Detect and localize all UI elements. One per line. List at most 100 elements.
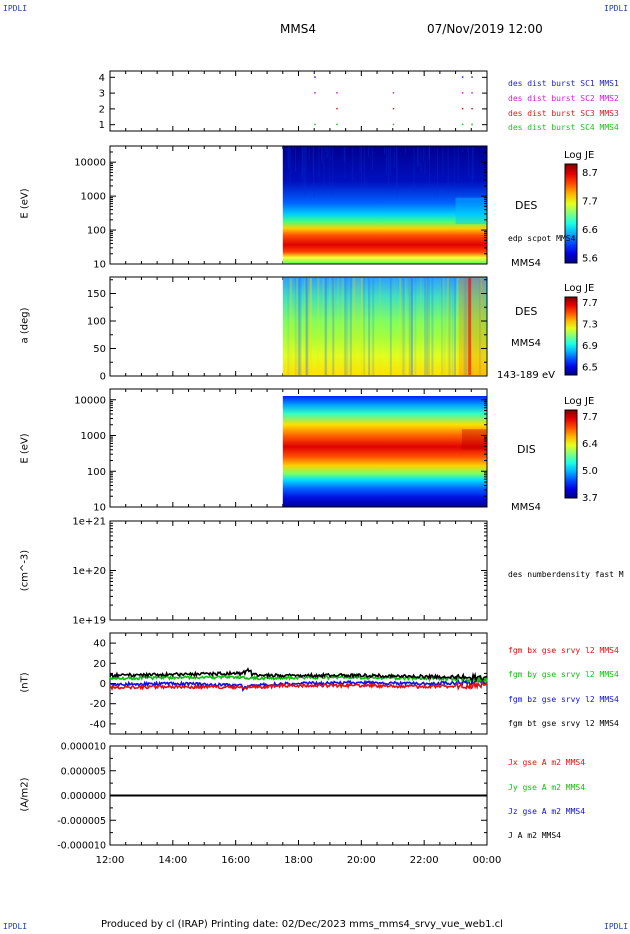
pitch-angle-streak	[354, 278, 356, 375]
pitch-angle-streak	[399, 278, 401, 375]
colorbar-title: Log JE	[564, 150, 594, 161]
legend-jz: Jz gse A m2 MMS4	[508, 807, 585, 816]
burst-marker	[471, 108, 473, 110]
spectrogram-streak	[305, 147, 306, 196]
colorbar	[565, 164, 577, 263]
legend-jx: Jx gse A m2 MMS4	[508, 758, 585, 767]
pitch-angle-streak	[424, 278, 426, 375]
pitch-angle-streak	[420, 278, 422, 375]
spectrogram-streak	[325, 147, 326, 152]
y-tick-label: 0	[100, 679, 106, 690]
pitch-angle-streak	[356, 278, 358, 375]
spectrogram-streak	[472, 147, 473, 184]
spectrogram-streak	[448, 147, 449, 194]
burst-marker	[314, 92, 316, 94]
ylabel-current: (A/m2)	[20, 770, 31, 820]
pitch-angle-streak	[329, 278, 331, 375]
y-tick-label: 20	[93, 659, 106, 670]
spectrogram-streak	[460, 147, 461, 148]
ylabel-pitch-angle: a (deg)	[20, 301, 31, 351]
colorbar-title: Log JE	[564, 283, 594, 294]
burst-marker	[336, 92, 338, 94]
y-tick-label: 100	[87, 317, 106, 328]
spectrogram-streak	[417, 147, 418, 166]
burst-marker	[336, 124, 338, 126]
x-tick-label: 12:00	[96, 855, 125, 866]
instrument-label-dis: DIS	[517, 443, 536, 456]
colorbar-tick-label: 5.0	[582, 466, 598, 477]
colorbar-tick-label: 3.7	[582, 493, 598, 504]
spectrogram-streak	[306, 147, 307, 173]
colorbar-title: Log JE	[564, 396, 594, 407]
burst-marker	[314, 76, 316, 78]
y-tick-label: 10	[93, 503, 106, 514]
spectrogram-streak	[394, 147, 395, 168]
y-tick-label: 1	[99, 120, 105, 131]
colorbar-tick-label: 5.6	[582, 254, 598, 265]
pitch-angle-streak	[414, 278, 416, 375]
burst-marker	[393, 124, 395, 126]
spectrogram-streak	[465, 147, 466, 149]
x-tick-label: 20:00	[347, 855, 376, 866]
spectrogram-streak	[473, 147, 474, 179]
pitch-angle-enhancement	[459, 278, 486, 375]
colorbar-tick-label: 7.7	[582, 298, 598, 309]
pitch-angle-streak	[390, 278, 392, 375]
colorbar-tick-label: 7.7	[582, 412, 598, 423]
spectrogram-streak	[418, 147, 419, 166]
pitch-angle-streak	[332, 278, 334, 375]
sc-label: MMS4	[511, 338, 541, 349]
spectrogram-streak	[352, 147, 353, 183]
spectrogram-streak	[332, 147, 333, 196]
legend-jy: Jy gse A m2 MMS4	[508, 783, 585, 792]
pitch-angle-streak	[409, 278, 411, 375]
pitch-angle-streak	[325, 278, 327, 375]
colorbar-tick-label: 6.4	[582, 439, 598, 450]
pitch-angle-streak	[344, 278, 346, 375]
burst-marker	[471, 76, 473, 78]
pitch-angle-streak	[310, 278, 312, 375]
spectrogram-streak	[386, 147, 387, 176]
y-tick-label: 3	[99, 89, 105, 100]
burst-marker	[462, 76, 464, 78]
legend-density: des numberdensity fast M	[508, 570, 624, 579]
instrument-label-des: DES	[515, 305, 537, 318]
y-tick-label: -0.000005	[57, 816, 106, 827]
y-tick-label: 150	[87, 289, 106, 300]
legend-burst-mms1: des dist burst SC1 MMS1	[508, 79, 619, 88]
pitch-angle-streak	[363, 278, 365, 375]
pitch-angle-enhancement	[468, 278, 471, 375]
colorbar	[565, 297, 577, 375]
pitch-angle-streak	[431, 278, 433, 375]
pitch-angle-streak	[360, 278, 362, 375]
spectrogram-streak	[425, 147, 426, 175]
legend-by: fgm by gse srvy l2 MMS4	[508, 670, 619, 679]
pitch-angle-streak	[299, 278, 301, 375]
spectrogram-streak	[364, 147, 365, 186]
burst-marker	[462, 92, 464, 94]
y-tick-label: 50	[93, 344, 106, 355]
pitch-angle-streak	[337, 278, 339, 375]
burst-marker	[471, 92, 473, 94]
sc-label: MMS4	[511, 258, 541, 269]
pitch-angle-streak	[342, 278, 344, 375]
spectrogram-streak	[288, 147, 289, 170]
burst-marker	[393, 108, 395, 110]
pitch-angle-streak	[291, 278, 293, 375]
spectrogram-streak	[437, 147, 438, 198]
spectrogram-streak	[372, 147, 373, 169]
panel-frame	[110, 521, 487, 620]
legend-j: J A m2 MMS4	[508, 831, 561, 840]
pitch-angle-streak	[393, 278, 395, 375]
spectrogram-streak	[328, 147, 329, 158]
spectrogram-streak	[396, 147, 397, 196]
side-label-scpot: edp scpot MMS4	[508, 234, 575, 243]
burst-marker	[314, 124, 316, 126]
spectrogram-streak	[454, 147, 455, 192]
y-tick-label: 0.000010	[61, 742, 106, 753]
y-tick-label: 0.000005	[61, 766, 106, 777]
spectrogram-streak	[429, 147, 430, 190]
pitch-angle-streak	[295, 278, 297, 375]
legend-burst-mms4: des dist burst SC4 MMS4	[508, 123, 619, 132]
